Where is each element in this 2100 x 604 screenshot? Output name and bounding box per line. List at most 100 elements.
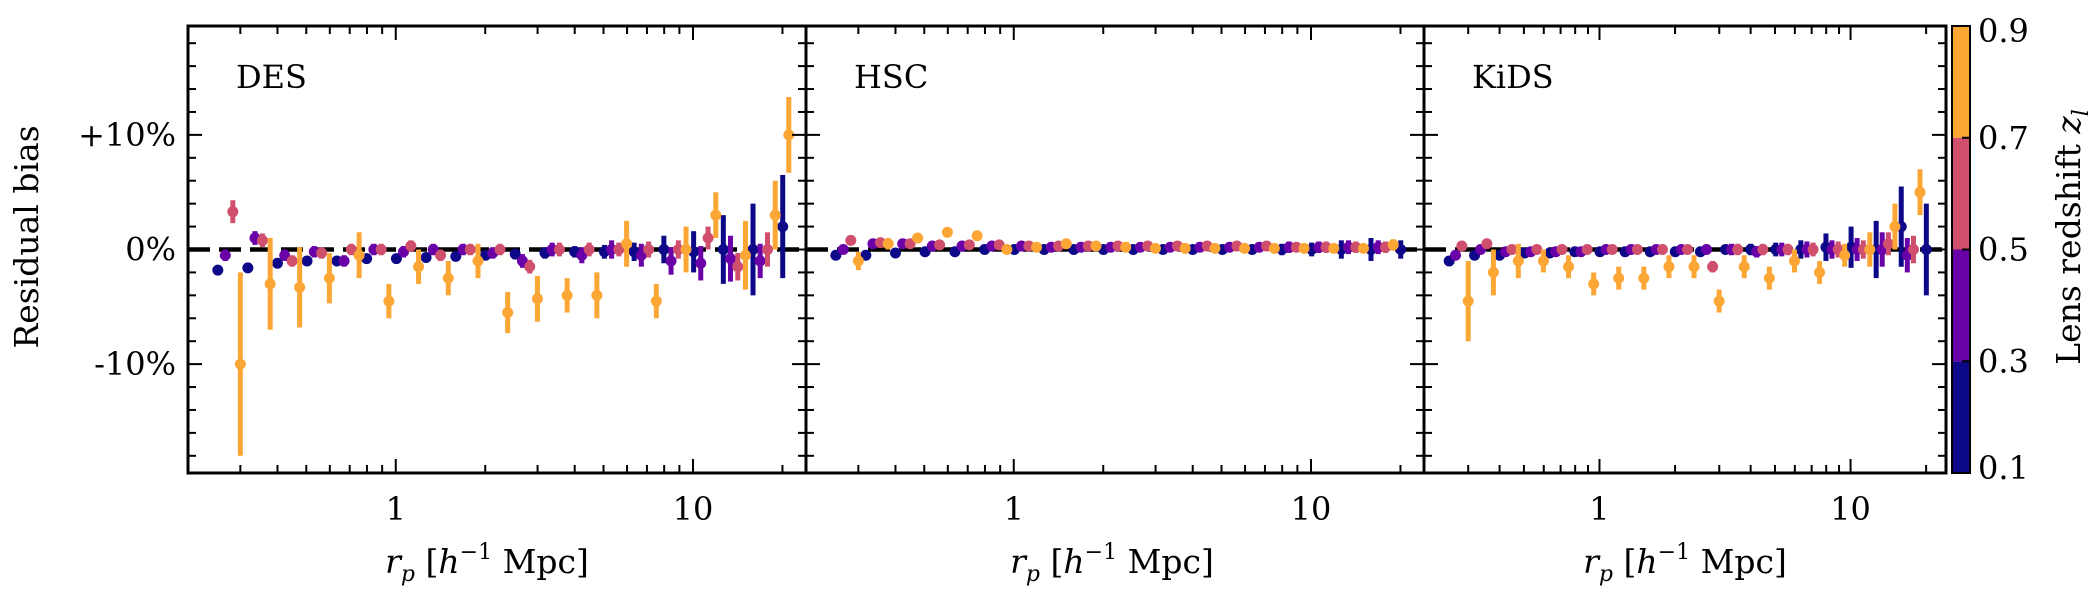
data-point <box>1732 244 1744 255</box>
data-point <box>1839 249 1851 261</box>
data-point <box>390 253 402 265</box>
data-point <box>724 253 736 265</box>
data-point <box>1239 242 1251 254</box>
colorbar-segment <box>1952 249 1970 362</box>
colorbar-tick-label: 0.1 <box>1978 449 2029 487</box>
colorbar-segment <box>1952 361 1970 473</box>
data-point <box>338 255 350 267</box>
y-tick-label: +10% <box>78 116 176 154</box>
data-point <box>1563 261 1575 273</box>
data-point <box>1588 278 1600 290</box>
data-point <box>286 255 298 267</box>
panel-title-hsc: HSC <box>854 58 928 96</box>
data-point <box>1090 240 1102 252</box>
data-point <box>561 289 573 301</box>
data-point <box>1631 244 1643 255</box>
data-point <box>509 248 521 260</box>
data-point <box>1688 261 1700 273</box>
data-point <box>1531 244 1543 255</box>
data-point <box>212 264 224 276</box>
data-point <box>264 278 276 290</box>
x-tick-label: 1 <box>1589 490 1609 528</box>
data-point <box>405 240 417 252</box>
data-point <box>524 261 536 273</box>
data-point <box>1638 272 1650 284</box>
data-point <box>650 295 662 307</box>
x-tick-label: 1 <box>386 490 406 528</box>
data-point <box>761 244 773 255</box>
y-axis-label: Residual bias <box>7 125 46 348</box>
data-point <box>971 230 983 242</box>
data-point <box>777 221 789 233</box>
colorbar-tick-label: 0.5 <box>1978 231 2029 269</box>
data-point <box>934 239 946 251</box>
data-point <box>754 255 766 267</box>
panel-title-kids: KiDS <box>1472 58 1554 96</box>
data-point <box>1328 242 1340 254</box>
data-point <box>502 307 514 319</box>
data-point <box>1914 186 1926 198</box>
data-point <box>1682 244 1694 255</box>
colorbar-label: Lens redshift zl <box>2049 109 2094 365</box>
data-point <box>301 255 313 267</box>
data-point <box>1807 244 1819 255</box>
data-point <box>1512 255 1524 267</box>
data-point <box>271 257 283 269</box>
data-point <box>1450 249 1462 261</box>
x-tick-label: 10 <box>1830 490 1871 528</box>
data-point <box>717 244 729 255</box>
data-point <box>219 249 231 261</box>
data-point <box>435 249 447 261</box>
data-point <box>783 129 795 141</box>
data-point <box>1031 241 1043 253</box>
data-point <box>464 244 476 255</box>
data-point <box>830 249 842 261</box>
data-point <box>531 293 543 305</box>
data-point <box>442 272 454 284</box>
data-point <box>1907 244 1919 255</box>
data-point <box>882 238 894 250</box>
x-tick-label: 10 <box>1291 490 1332 528</box>
data-point <box>1506 244 1518 255</box>
data-point <box>1581 244 1593 255</box>
y-tick-label: -10% <box>94 345 176 383</box>
data-point <box>1606 244 1618 255</box>
colorbar-tick-label: 0.9 <box>1978 12 2029 50</box>
colorbar: 0.1 0.3 0.5 0.7 0.9 <box>1951 12 2029 487</box>
data-point <box>375 244 387 255</box>
data-point <box>845 234 857 246</box>
data-point <box>279 249 291 261</box>
data-point <box>941 226 953 238</box>
panel-title-des: DES <box>236 58 307 96</box>
data-point <box>1757 244 1769 255</box>
data-point <box>1179 242 1191 254</box>
data-point <box>1487 266 1499 278</box>
data-point <box>621 238 633 250</box>
y-tick-label: 0% <box>125 231 176 269</box>
data-point <box>1882 238 1894 250</box>
panel-kids: KiDS 1 10 <box>1422 24 1948 528</box>
data-point <box>1462 295 1474 307</box>
data-point <box>494 244 506 255</box>
panel-des: DES 1 10 +10% 0% -10% <box>78 24 808 528</box>
data-point <box>1920 244 1932 255</box>
data-point <box>702 232 714 244</box>
data-point <box>1537 255 1549 267</box>
data-point <box>643 244 655 255</box>
colorbar-tick-label: 0.3 <box>1978 342 2029 380</box>
data-point <box>1713 295 1725 307</box>
data-point <box>904 238 916 250</box>
data-point <box>227 206 239 218</box>
data-point <box>1556 244 1568 255</box>
data-point <box>1763 272 1775 284</box>
data-point <box>316 247 328 259</box>
data-point <box>1268 242 1280 254</box>
data-point <box>1082 240 1094 252</box>
colorbar-segment <box>1952 26 1970 138</box>
data-point <box>1298 242 1310 254</box>
data-point <box>323 272 335 284</box>
data-point <box>1387 239 1399 251</box>
data-point <box>242 262 254 274</box>
